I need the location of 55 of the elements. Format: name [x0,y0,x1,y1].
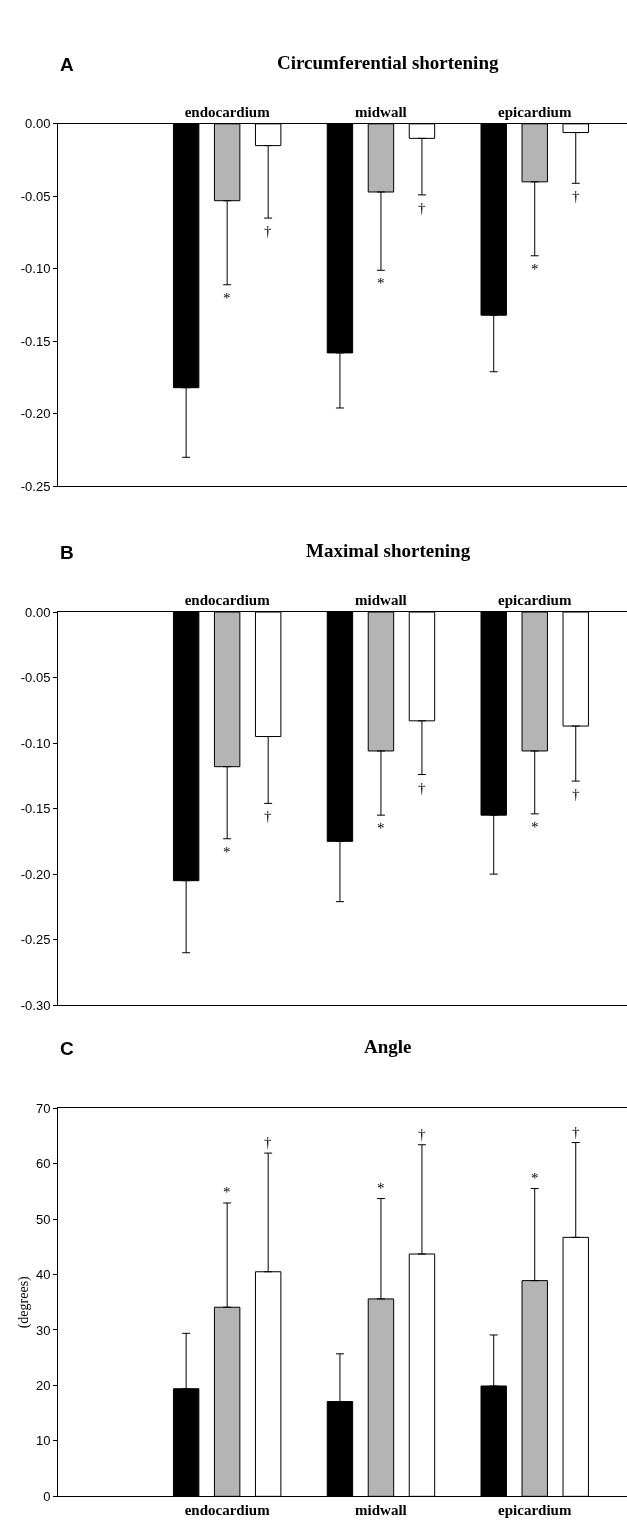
annotation: * [223,844,231,860]
annotation: * [377,1180,385,1196]
annotation: † [264,223,272,239]
y-tick-label: -0.10 [20,261,51,277]
annotation: † [572,786,580,802]
x-tick-label: epicardium [498,1502,572,1519]
annotation: † [264,1134,272,1150]
y-tick-label: 40 [35,1267,51,1283]
y-tick-label: -0.25 [20,478,51,494]
y-tick-label: 20 [35,1377,51,1393]
y-tick-label: -0.05 [20,670,51,686]
annotation: † [418,1126,426,1142]
chart-title: Angle [364,1036,412,1057]
y-tick-label: -0.20 [20,866,51,882]
text: B [60,542,74,563]
x-tick-label: midwall [355,1502,407,1519]
y-tick-label: 0.00 [25,604,51,620]
x-tick-label: midwall [355,103,407,120]
annotation: * [377,820,385,836]
x-tick-label: epicardium [498,103,572,120]
y-tick-label: -0.10 [20,735,51,751]
annotation: * [531,819,539,835]
y-tick-label: 0.00 [25,116,51,132]
x-tick-label: epicardium [498,592,572,609]
annotation: * [223,290,231,306]
annotation: † [264,808,272,824]
annotation: * [377,275,385,291]
y-tick-label: -0.05 [20,188,51,204]
x-tick-label: midwall [355,592,407,609]
y-tick-label: -0.15 [20,801,51,817]
chart-title: Maximal shortening [306,540,471,561]
y-axis-title: (degrees) [15,1275,32,1329]
y-tick-label: 50 [35,1211,51,1227]
annotation: † [418,780,426,796]
annotation: * [531,1170,539,1186]
text: C [60,1038,74,1059]
y-tick-label: 70 [35,1100,51,1116]
annotation: * [223,1184,231,1200]
y-tick-label: 60 [35,1156,51,1172]
y-tick-label: 30 [35,1322,51,1338]
y-tick-label: -0.20 [20,406,51,422]
annotation: † [572,188,580,204]
annotation: * [531,261,539,277]
y-tick-label: -0.25 [20,932,51,948]
x-tick-label: endocardium [184,103,271,120]
x-tick-label: endocardium [184,1502,271,1519]
x-tick-label: endocardium [184,592,271,609]
chart-title: Circumferential shortening [277,52,499,73]
y-tick-label: -0.15 [20,333,51,349]
y-tick-label: -0.30 [20,997,51,1013]
annotation: † [418,200,426,216]
y-tick-label: 0 [43,1488,51,1504]
annotation: † [572,1124,580,1140]
text: A [60,54,74,75]
y-tick-label: 10 [35,1433,51,1449]
